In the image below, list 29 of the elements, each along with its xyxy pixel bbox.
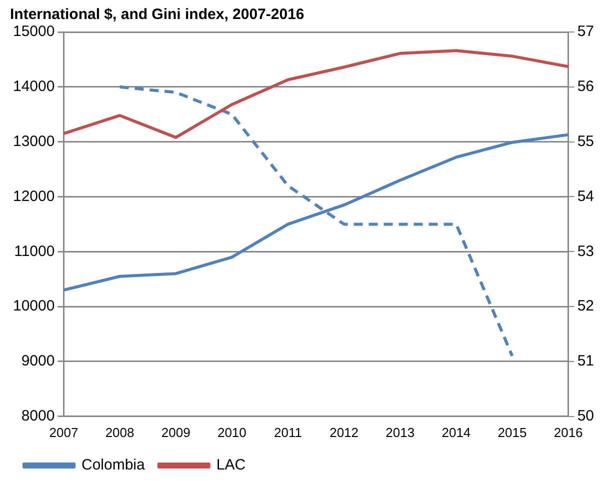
y-tick-label: 15000	[12, 23, 55, 40]
y2-tick-label: 50	[577, 408, 594, 425]
x-tick-label: 2011	[274, 424, 302, 440]
y-tick-label: 12000	[12, 188, 55, 205]
x-tick-label: 2008	[105, 424, 134, 440]
y-tick-label: 10000	[12, 298, 55, 315]
chart-title: International $, and Gini index, 2007-2016	[10, 6, 304, 24]
y-tick-label: 8000	[21, 408, 55, 425]
legend-label: Colombia	[82, 456, 146, 474]
y-tick-label: 9000	[21, 352, 55, 370]
y2-tick-label: 51	[577, 352, 594, 370]
y2-tick-label: 56	[577, 78, 594, 96]
y-tick-label: 14000	[12, 78, 55, 96]
x-tick-label: 2015	[498, 424, 527, 440]
y2-tick-label: 55	[577, 132, 594, 150]
y2-tick-label: 54	[577, 188, 594, 205]
y2-tick-label: 52	[577, 298, 594, 315]
x-tick-label: 2009	[161, 424, 190, 440]
y-tick-label: 13000	[12, 132, 55, 150]
legend-label: LAC	[216, 456, 246, 474]
y2-tick-label: 57	[577, 23, 594, 40]
x-tick-label: 2014	[442, 424, 471, 440]
y-tick-label: 11000	[14, 242, 55, 260]
y2-tick-label: 53	[577, 242, 594, 260]
x-tick-label: 2016	[554, 424, 583, 440]
x-tick-label: 2010	[217, 424, 246, 440]
x-tick-label: 2007	[49, 424, 78, 440]
x-tick-label: 2012	[330, 424, 359, 440]
x-tick-label: 2013	[386, 424, 415, 440]
